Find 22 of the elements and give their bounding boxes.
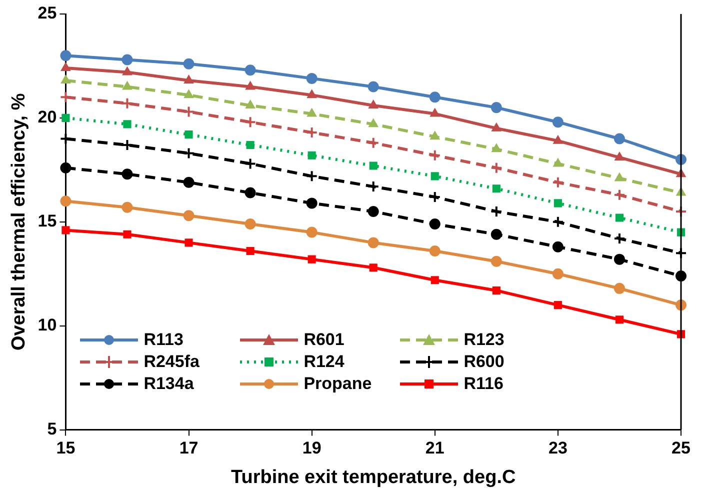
y-axis-title: Overall thermal efficiency, % — [8, 93, 30, 351]
x-tick-label: 25 — [672, 438, 690, 458]
legend-label: R123 — [464, 330, 504, 350]
legend-label: Propane — [304, 374, 372, 394]
y-tick-label: 10 — [38, 316, 57, 335]
legend-label: R113 — [144, 330, 184, 350]
x-tick-label: 19 — [302, 438, 322, 458]
x-axis-title: Turbine exit temperature, deg.C — [231, 466, 516, 488]
legend-label: R124 — [304, 352, 344, 372]
y-tick-label: 5 — [47, 419, 57, 438]
legend-label: R116 — [464, 374, 504, 394]
x-tick-label: 23 — [548, 438, 568, 458]
legend-label: R601 — [304, 330, 344, 350]
y-tick-label: 20 — [38, 108, 57, 127]
legend-label: R245fa — [144, 352, 200, 372]
x-tick-label: 21 — [425, 438, 444, 458]
legend-label: R600 — [464, 352, 504, 372]
y-tick-label: 25 — [38, 4, 57, 23]
x-tick-label: 15 — [56, 438, 76, 458]
x-tick-label: 17 — [179, 438, 198, 458]
y-tick-label: 15 — [38, 212, 57, 231]
legend-label: R134a — [144, 374, 194, 394]
